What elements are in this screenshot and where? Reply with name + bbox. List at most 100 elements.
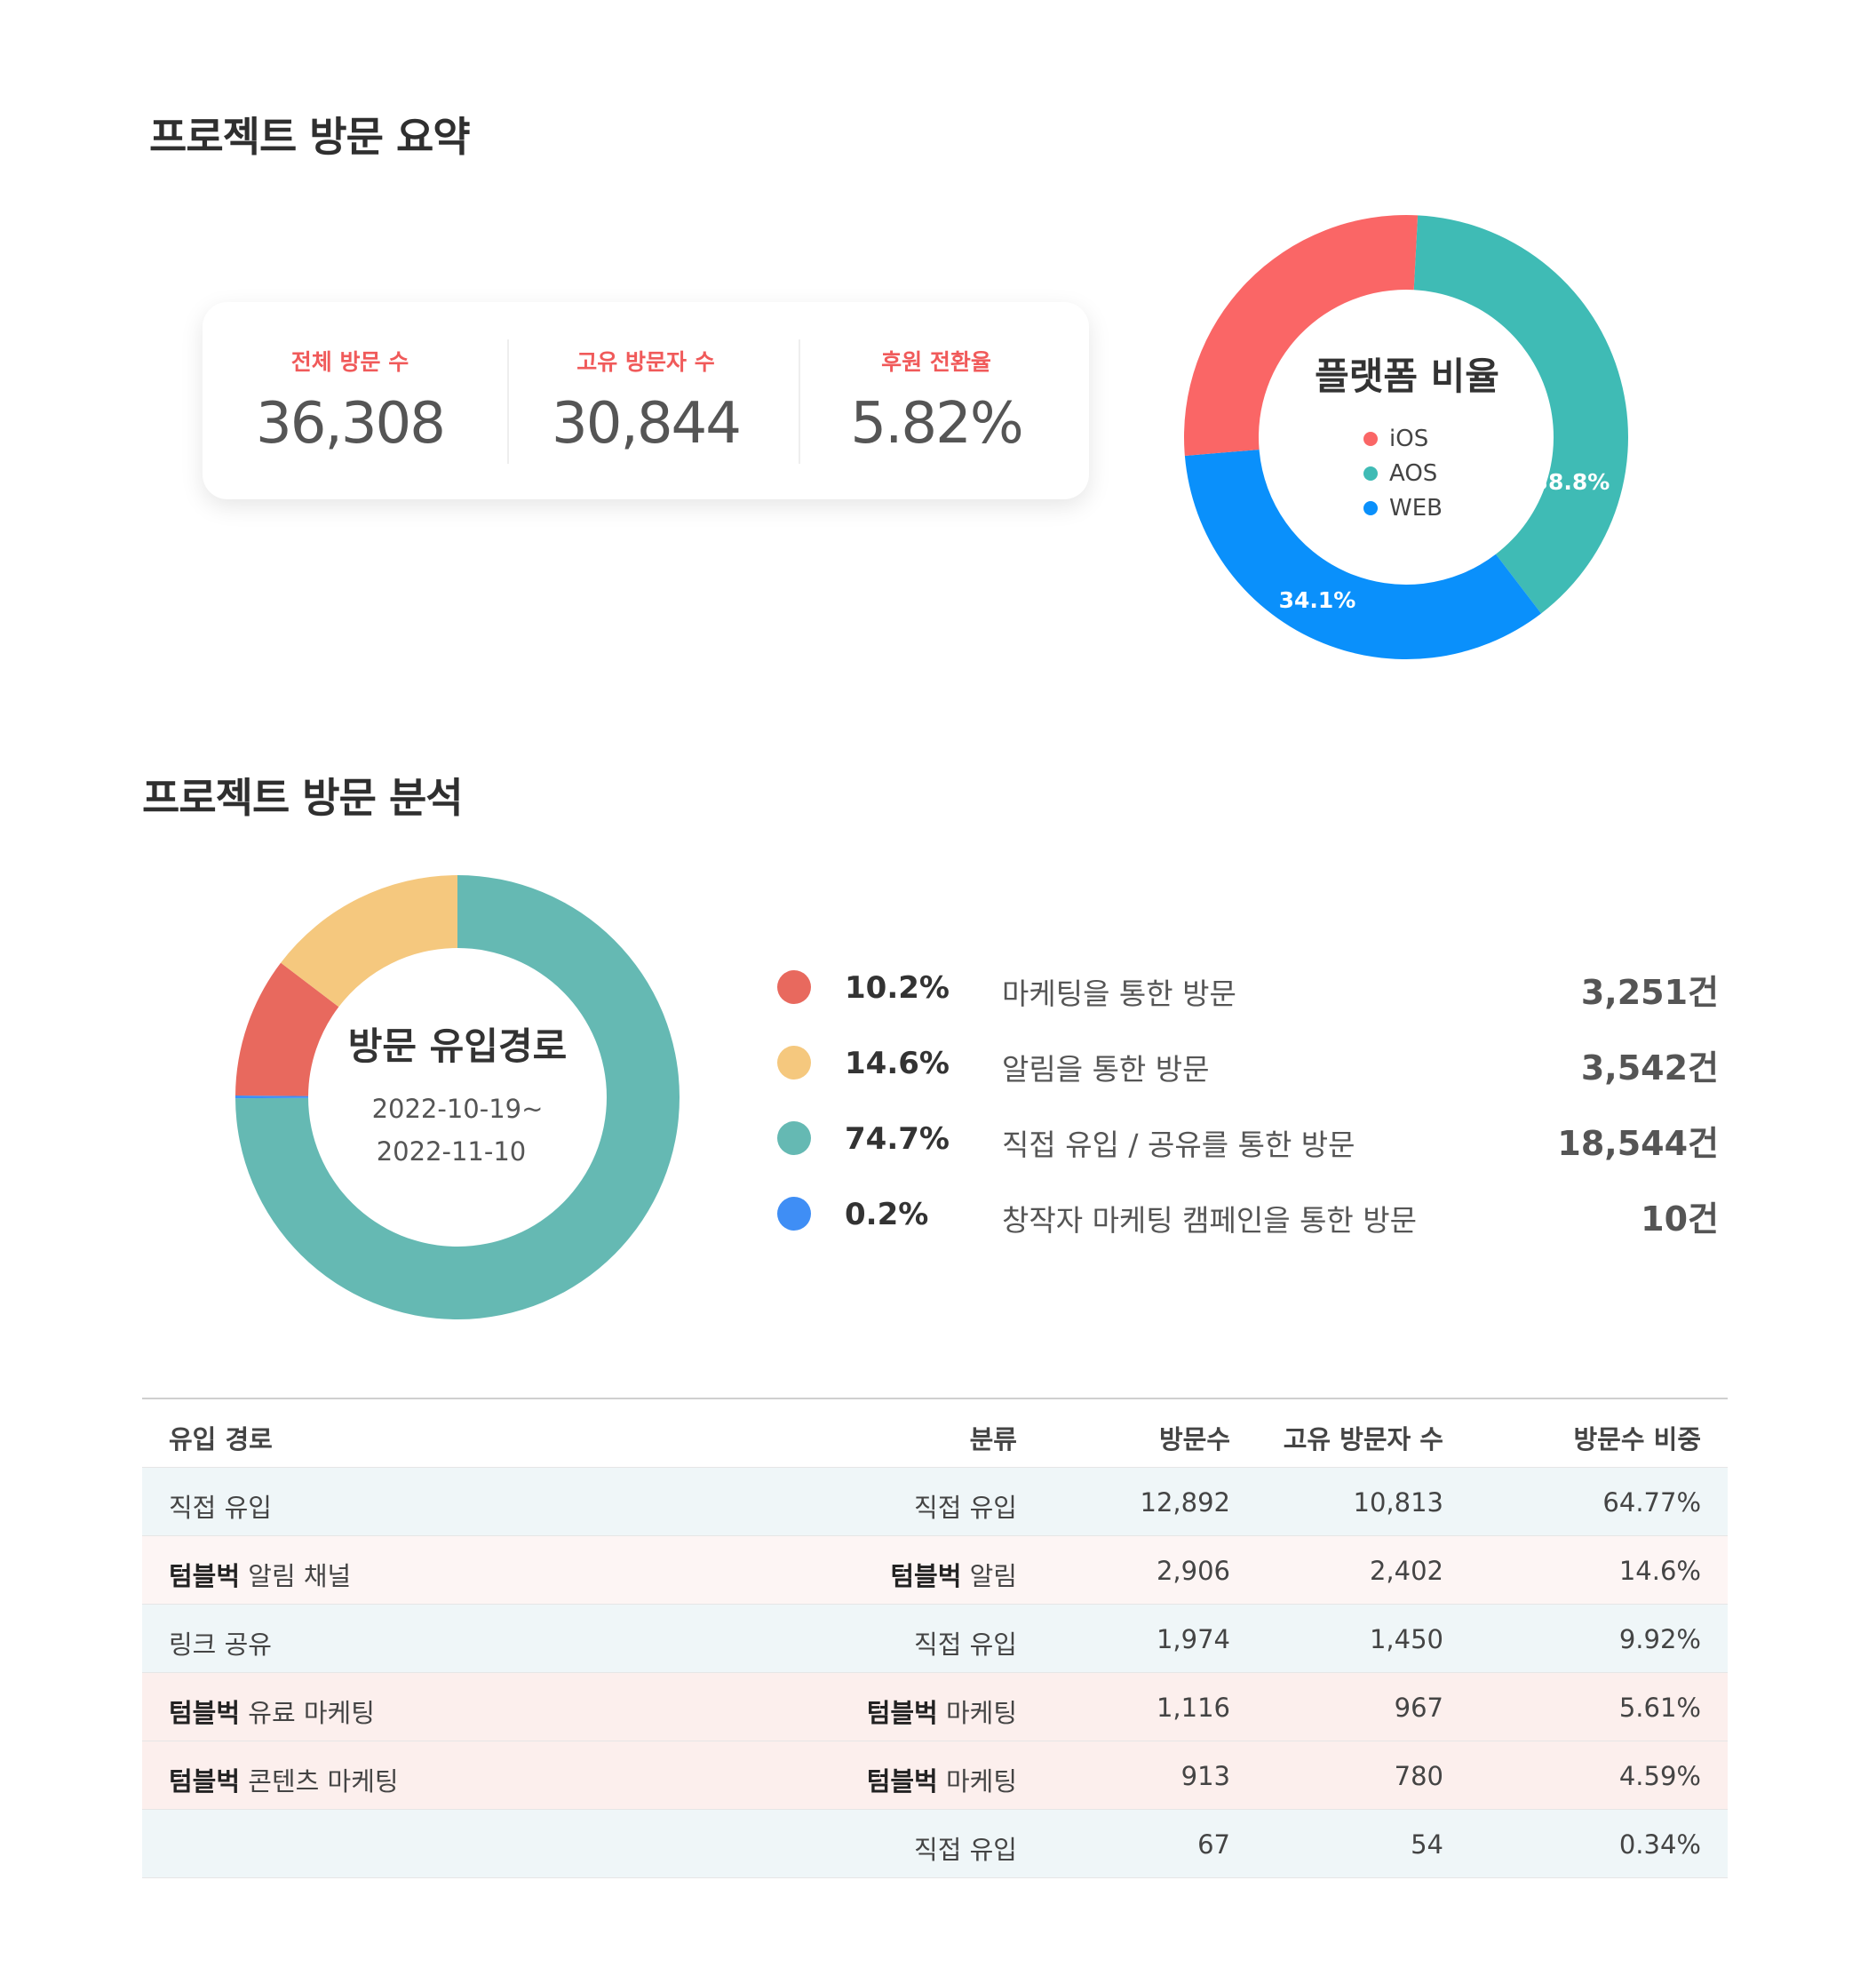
inflow-slice-0 [235, 875, 680, 1319]
stat-label: 고유 방문자 수 [576, 349, 715, 375]
category-text: 직접 유입 [914, 1835, 1017, 1865]
cell-category: 텀블벅 마케팅 [867, 1693, 1017, 1730]
cell-category: 텀블벅 알림 [890, 1556, 1017, 1593]
cell-visit-share: 9.92% [1618, 1624, 1701, 1654]
legend-dot-aos [1363, 466, 1378, 481]
cell-visits: 1,116 [1156, 1693, 1230, 1723]
cell-visits: 12,892 [1140, 1487, 1230, 1518]
cell-unique-visitors: 10,813 [1353, 1487, 1443, 1518]
legend-description: 직접 유입 / 공유를 통한 방문 [1002, 1127, 1355, 1162]
inflow-date-end: 2022-11-10 [377, 1136, 527, 1167]
platform-slice-web [1184, 449, 1542, 659]
category-text: 직접 유입 [914, 1629, 1017, 1660]
cell-visits: 67 [1197, 1829, 1230, 1860]
category-text: 마케팅 [937, 1698, 1017, 1728]
header-category: 분류 [969, 1424, 1017, 1454]
source-text: 링크 공유 [169, 1629, 272, 1660]
inflow-chart-title: 방문 유입경로 [348, 1024, 567, 1068]
brand-name: 텀블벅 [169, 1561, 241, 1591]
legend-dot [777, 1197, 811, 1231]
legend-label-web: WEB [1389, 495, 1443, 522]
table-row: 직접 유입 67 54 0.34% [142, 1810, 1728, 1878]
platform-slice-ios [1184, 214, 1419, 457]
stat-value: 5.82% [850, 391, 1023, 457]
legend-item: 14.6% 알림을 통한 방문 3,542건 [777, 1035, 1719, 1088]
cell-source: 텀블벅 유료 마케팅 [169, 1693, 375, 1730]
cell-source: 텀블벅 알림 채널 [169, 1556, 351, 1593]
legend-dot [777, 1046, 811, 1080]
platform-data-label-web: 34.1% [1279, 587, 1356, 613]
cell-source: 링크 공유 [169, 1624, 272, 1661]
stat-divider [507, 339, 509, 464]
legend-percent: 14.6% [845, 1046, 950, 1081]
cell-visit-share: 0.34% [1618, 1829, 1701, 1860]
brand-name: 텀블벅 [866, 1766, 938, 1797]
brand-name: 텀블벅 [169, 1766, 241, 1797]
inflow-date-start: 2022-10-19~ [372, 1094, 544, 1124]
legend-dot [777, 1121, 811, 1155]
legend-dot [777, 970, 811, 1004]
source-text: 유료 마케팅 [240, 1698, 375, 1728]
cell-visits: 913 [1180, 1761, 1230, 1791]
platform-donut-chart: 27.2% 38.8% 34.1% 플랫폼 비율 iOS AOS WEB [1184, 214, 1628, 659]
inflow-slice-1 [235, 1096, 309, 1099]
source-text: 알림 채널 [240, 1561, 352, 1591]
legend-item: 0.2% 창작자 마케팅 캠페인을 통한 방문 10건 [777, 1186, 1719, 1239]
table-row: 직접 유입 직접 유입 12,892 10,813 64.77% [142, 1468, 1728, 1536]
table-row: 텀블벅 유료 마케팅 텀블벅 마케팅 1,116 967 5.61% [142, 1673, 1728, 1741]
cell-unique-visitors: 780 [1394, 1761, 1443, 1791]
legend-item: 74.7% 직접 유입 / 공유를 통한 방문 18,544건 [777, 1111, 1719, 1164]
legend-percent: 74.7% [845, 1121, 950, 1157]
category-text: 직접 유입 [914, 1493, 1017, 1523]
category-text: 알림 [961, 1561, 1017, 1591]
brand-name: 텀블벅 [169, 1698, 241, 1728]
table-header-row: 유입 경로 분류 방문수 고유 방문자 수 방문수 비중 [142, 1399, 1728, 1468]
cell-category: 직접 유입 [914, 1624, 1017, 1661]
cell-visit-share: 4.59% [1618, 1761, 1701, 1791]
cell-source: 텀블벅 콘텐츠 마케팅 [169, 1761, 399, 1798]
header-source: 유입 경로 [169, 1424, 273, 1454]
stat-total-visits: 전체 방문 수 36,308 [203, 302, 497, 499]
cell-visit-share: 14.6% [1618, 1556, 1701, 1586]
platform-chart-title: 플랫폼 비율 [1315, 355, 1499, 398]
legend-dot-ios [1363, 432, 1378, 446]
category-text: 마케팅 [937, 1766, 1017, 1797]
legend-item: 10.2% 마케팅을 통한 방문 3,251건 [777, 960, 1719, 1013]
inflow-table: 유입 경로 분류 방문수 고유 방문자 수 방문수 비중 직접 유입 직접 유입 1… [142, 1398, 1728, 1878]
stat-label: 후원 전환율 [881, 349, 991, 375]
cell-visit-share: 64.77% [1602, 1487, 1701, 1518]
table-row: 텀블벅 콘텐츠 마케팅 텀블벅 마케팅 913 780 4.59% [142, 1741, 1728, 1810]
header-visit-share: 방문수 비중 [1573, 1424, 1702, 1454]
legend-description: 알림을 통한 방문 [1002, 1052, 1210, 1087]
stat-card: 전체 방문 수 36,308 고유 방문자 수 30,844 후원 전환율 5.… [203, 302, 1089, 499]
stat-value: 30,844 [552, 391, 742, 457]
legend-count: 3,251건 [1580, 973, 1719, 1012]
legend-percent: 10.2% [845, 970, 950, 1006]
header-visits: 방문수 [1158, 1424, 1230, 1454]
cell-category: 직접 유입 [914, 1829, 1017, 1867]
stat-label: 전체 방문 수 [290, 349, 409, 375]
platform-data-label-ios: 27.2% [1322, 375, 1399, 401]
legend-count: 10건 [1641, 1199, 1719, 1239]
cell-unique-visitors: 54 [1411, 1829, 1443, 1860]
brand-name: 텀블벅 [866, 1698, 938, 1728]
inflow-slice-3 [281, 875, 457, 1008]
cell-visits: 1,974 [1156, 1624, 1230, 1654]
legend-dot-web [1363, 501, 1378, 515]
legend-percent: 0.2% [845, 1197, 929, 1232]
stat-value: 36,308 [256, 391, 446, 457]
header-unique-visitors: 고유 방문자 수 [1283, 1424, 1443, 1454]
inflow-slice-2 [235, 962, 339, 1096]
platform-slice-aos [1413, 215, 1628, 614]
summary-title: 프로젝트 방문 요약 [149, 113, 471, 161]
brand-name: 텀블벅 [890, 1561, 962, 1591]
cell-unique-visitors: 2,402 [1369, 1556, 1443, 1586]
stat-divider [799, 339, 800, 464]
stat-unique-visitors: 고유 방문자 수 30,844 [498, 302, 793, 499]
stat-conversion-rate: 후원 전환율 5.82% [789, 302, 1084, 499]
cell-unique-visitors: 967 [1394, 1693, 1443, 1723]
cell-category: 텀블벅 마케팅 [867, 1761, 1017, 1798]
legend-description: 창작자 마케팅 캠페인을 통한 방문 [1002, 1203, 1417, 1238]
cell-source: 직접 유입 [169, 1487, 272, 1525]
cell-visit-share: 5.61% [1618, 1693, 1701, 1723]
